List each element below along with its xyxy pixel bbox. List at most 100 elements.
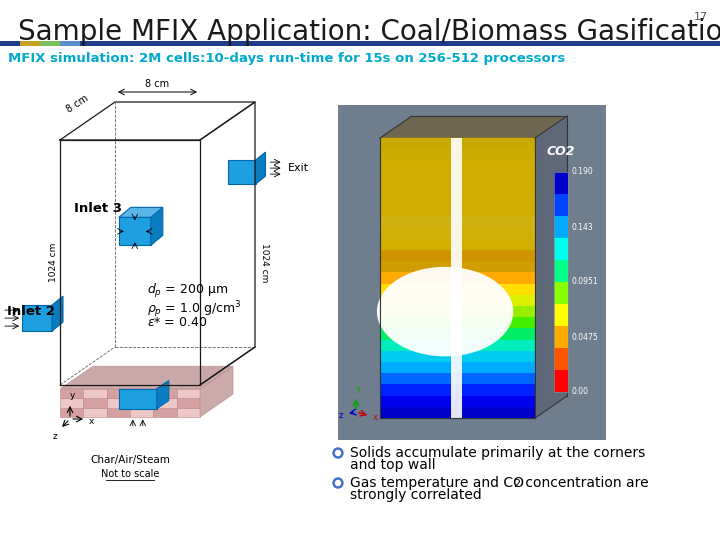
Text: 0.0475: 0.0475 (571, 333, 598, 341)
Text: Gas temperature and CO: Gas temperature and CO (350, 476, 524, 490)
Text: Char/Air/Steam: Char/Air/Steam (90, 455, 170, 465)
Text: strongly correlated: strongly correlated (350, 488, 482, 502)
Text: and top wall: and top wall (350, 458, 436, 472)
Bar (554, 281, 568, 304)
Bar (554, 193, 568, 216)
Bar (0, 41, 20, 46)
Text: $\rho_p$ = 1.0 g/cm$^3$: $\rho_p$ = 1.0 g/cm$^3$ (147, 299, 241, 320)
Polygon shape (535, 116, 567, 418)
Bar (554, 172, 568, 194)
Text: Inlet 2: Inlet 2 (7, 305, 55, 318)
Bar (380, 373, 535, 384)
Text: Exit: Exit (287, 163, 309, 173)
Text: y: y (356, 384, 361, 393)
Bar (84, 408, 107, 417)
Bar (20, 41, 40, 46)
Text: MFIX simulation: 2M cells:10-days run-time for 15s on 256-512 processors: MFIX simulation: 2M cells:10-days run-ti… (8, 52, 565, 65)
Bar (380, 316, 535, 328)
Text: Inlet 3: Inlet 3 (74, 202, 122, 215)
Bar (554, 260, 568, 282)
Text: Sample MFIX Application: Coal/Biomass Gasification: Sample MFIX Application: Coal/Biomass Ga… (18, 18, 720, 46)
Bar (380, 294, 535, 306)
Bar (554, 303, 568, 326)
Text: 17: 17 (694, 12, 708, 22)
Polygon shape (52, 296, 63, 331)
Text: concentration are: concentration are (521, 476, 649, 490)
Text: x: x (373, 414, 378, 422)
Circle shape (336, 481, 341, 485)
Text: y: y (69, 391, 75, 400)
Circle shape (336, 450, 341, 456)
Bar (380, 138, 535, 272)
Bar (60, 389, 84, 399)
Bar (380, 215, 535, 227)
Bar (60, 408, 84, 417)
Text: CO2: CO2 (546, 145, 575, 158)
Bar (107, 408, 130, 417)
Bar (40, 41, 60, 46)
Bar (380, 339, 535, 351)
Bar (554, 369, 568, 392)
Text: 1024 cm: 1024 cm (260, 243, 269, 282)
Bar (380, 383, 535, 396)
Bar (554, 348, 568, 370)
Bar (554, 326, 568, 348)
Text: 0.190: 0.190 (571, 167, 593, 177)
Bar (130, 408, 153, 417)
Polygon shape (119, 207, 163, 217)
Bar (153, 408, 176, 417)
Bar (107, 389, 130, 399)
Text: 0.0951: 0.0951 (571, 278, 598, 287)
Bar (176, 399, 200, 408)
Text: 2: 2 (513, 479, 520, 489)
Bar (84, 399, 107, 408)
Bar (380, 193, 535, 205)
Bar (380, 361, 535, 373)
Bar (380, 350, 535, 362)
Ellipse shape (377, 267, 513, 356)
Text: z: z (338, 410, 343, 420)
Text: $d_p$ = 200 μm: $d_p$ = 200 μm (147, 282, 228, 300)
Bar (380, 148, 535, 160)
Bar (380, 238, 535, 250)
Text: 0.143: 0.143 (571, 222, 593, 232)
Text: Not to scale: Not to scale (101, 469, 159, 479)
Text: 8 cm: 8 cm (65, 93, 90, 115)
Text: 0.00: 0.00 (571, 388, 588, 396)
Bar (60, 41, 80, 46)
Polygon shape (22, 305, 52, 331)
Bar (380, 227, 535, 239)
Bar (380, 305, 535, 317)
Bar (380, 182, 535, 194)
Bar (554, 172, 568, 392)
Text: $\varepsilon$* = 0.40: $\varepsilon$* = 0.40 (147, 316, 207, 329)
Bar (380, 272, 535, 284)
Text: z: z (53, 432, 57, 441)
Polygon shape (157, 381, 168, 409)
Bar (451, 138, 462, 418)
Text: x: x (89, 416, 94, 426)
Bar (380, 406, 535, 418)
Bar (5, 60, 325, 440)
Polygon shape (380, 116, 567, 138)
Polygon shape (200, 366, 233, 417)
Bar (107, 399, 130, 408)
Polygon shape (119, 389, 157, 409)
Bar (380, 395, 535, 407)
Circle shape (333, 448, 343, 458)
Polygon shape (60, 366, 233, 389)
Polygon shape (228, 160, 256, 184)
Text: 8 cm: 8 cm (145, 79, 170, 89)
Bar (60, 399, 84, 408)
Bar (84, 389, 107, 399)
Bar (176, 389, 200, 399)
Bar (380, 260, 535, 272)
Bar (153, 399, 176, 408)
Polygon shape (150, 207, 163, 245)
Bar (338, 105, 606, 440)
Bar (554, 238, 568, 260)
Polygon shape (119, 217, 150, 245)
Bar (176, 408, 200, 417)
Bar (80, 41, 720, 46)
Bar (380, 160, 535, 172)
